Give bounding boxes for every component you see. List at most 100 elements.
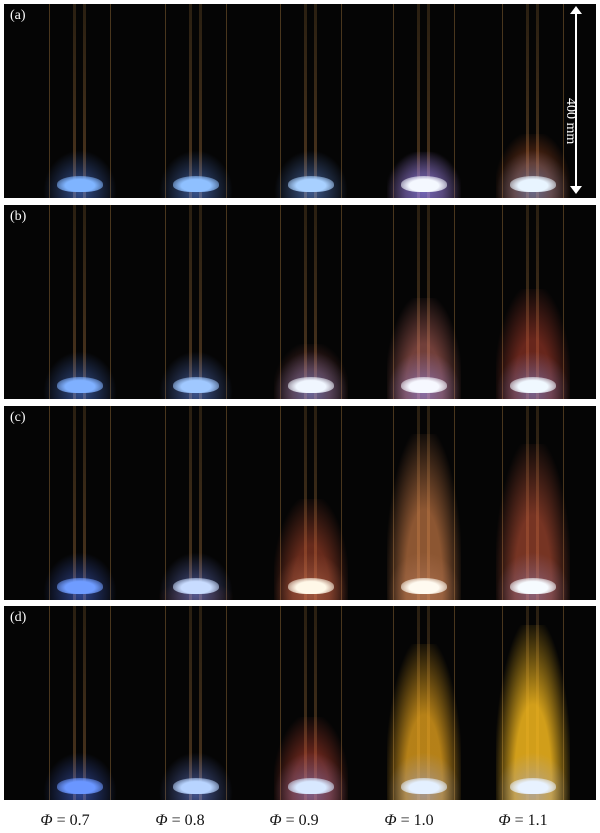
phi-label-1: Φ = 0.7 [40, 812, 90, 829]
panel-label: (b) [10, 209, 27, 224]
flame-core [288, 778, 334, 794]
flame-photo [387, 205, 461, 399]
inner-rod [304, 606, 307, 800]
flame-photo [496, 205, 570, 399]
inner-rod [536, 606, 539, 800]
inner-rod [314, 205, 317, 399]
flame-photo [496, 4, 570, 198]
flame-photo [43, 606, 117, 800]
flame-core [510, 377, 556, 393]
phi-label-2: Φ = 0.8 [155, 812, 205, 829]
equivalence-ratio-labels: Φ = 0.7 Φ = 0.8 Φ = 0.9 Φ = 1.0 Φ = 1.1 [0, 806, 600, 833]
flame-photo [387, 4, 461, 198]
flame-panel: (d) [4, 606, 596, 800]
tube-wall [49, 205, 50, 399]
flame-core [173, 377, 219, 393]
flame-photo [274, 4, 348, 198]
inner-rod [314, 606, 317, 800]
inner-rod [199, 606, 202, 800]
tube-wall [341, 606, 342, 800]
inner-rod [314, 406, 317, 600]
flame-panel: (b) [4, 205, 596, 399]
scale-line [575, 10, 577, 190]
flame-core [510, 578, 556, 594]
tube-wall [226, 606, 227, 800]
tube-wall [454, 205, 455, 399]
flame-photo [274, 606, 348, 800]
flame-core [510, 176, 556, 192]
flame-plume [387, 644, 461, 800]
tube-wall [502, 406, 503, 600]
tube-wall [226, 406, 227, 600]
inner-rod [427, 406, 430, 600]
tube-wall [165, 406, 166, 600]
panel-divider [0, 200, 600, 203]
flame-photo [159, 205, 233, 399]
flame-plume [387, 434, 461, 600]
tube-wall [49, 406, 50, 600]
tube-wall [502, 4, 503, 198]
tube-wall [165, 4, 166, 198]
tube-wall [341, 4, 342, 198]
tube-wall [502, 205, 503, 399]
inner-rod [417, 4, 420, 198]
inner-rod [73, 606, 76, 800]
tube-wall [226, 205, 227, 399]
arrow-down-icon [570, 186, 582, 194]
flame-panel: (c) [4, 406, 596, 600]
flame-core [57, 377, 103, 393]
panel-label: (a) [10, 8, 26, 23]
tube-wall [454, 406, 455, 600]
tube-wall [280, 406, 281, 600]
flame-core [288, 578, 334, 594]
flame-core [57, 176, 103, 192]
inner-rod [427, 606, 430, 800]
inner-rod [417, 406, 420, 600]
inner-rod [526, 205, 529, 399]
height-scale-bar [567, 6, 585, 194]
flame-core [401, 176, 447, 192]
flame-photo [159, 606, 233, 800]
tube-wall [341, 205, 342, 399]
flame-plume [496, 444, 570, 600]
tube-wall [563, 205, 564, 399]
tube-wall [49, 4, 50, 198]
inner-rod [304, 4, 307, 198]
inner-rod [417, 205, 420, 399]
inner-rod [199, 205, 202, 399]
tube-wall [454, 4, 455, 198]
tube-wall [393, 4, 394, 198]
tube-wall [563, 606, 564, 800]
panel-divider [0, 602, 600, 605]
tube-wall [110, 205, 111, 399]
tube-wall [49, 606, 50, 800]
panel-label: (c) [10, 410, 26, 425]
flame-core [173, 778, 219, 794]
flame-core [401, 377, 447, 393]
flame-photo [387, 606, 461, 800]
phi-label-4: Φ = 1.0 [384, 812, 434, 829]
flame-core [57, 578, 103, 594]
tube-wall [165, 205, 166, 399]
inner-rod [189, 205, 192, 399]
flame-photo [43, 4, 117, 198]
tube-wall [110, 4, 111, 198]
flame-core [288, 176, 334, 192]
inner-rod [73, 406, 76, 600]
flame-core [288, 377, 334, 393]
inner-rod [427, 4, 430, 198]
flame-core [401, 778, 447, 794]
inner-rod [526, 406, 529, 600]
tube-wall [393, 205, 394, 399]
flame-photo [387, 406, 461, 600]
flame-plume [496, 625, 570, 800]
inner-rod [83, 4, 86, 198]
flame-core [510, 778, 556, 794]
inner-rod [189, 606, 192, 800]
inner-rod [304, 205, 307, 399]
tube-wall [563, 406, 564, 600]
tube-wall [502, 606, 503, 800]
flame-core [401, 578, 447, 594]
flame-photo [274, 406, 348, 600]
inner-rod [83, 606, 86, 800]
